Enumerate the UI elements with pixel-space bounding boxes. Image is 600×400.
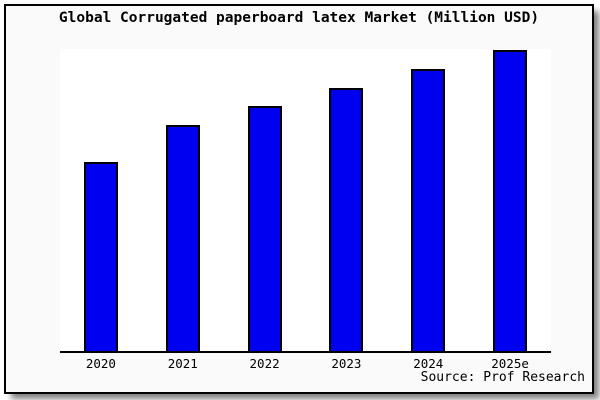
plot-area xyxy=(60,49,551,353)
source-note: Source: Prof Research xyxy=(420,370,585,385)
x-tick-label-2020: 2020 xyxy=(85,356,116,371)
bar-2021 xyxy=(165,125,200,351)
x-tick-label-2021: 2021 xyxy=(167,356,198,371)
bar-2022 xyxy=(247,106,282,351)
x-tick-label-2025e: 2025e xyxy=(491,356,529,371)
bar-2023 xyxy=(329,88,364,351)
chart-title: Global Corrugated paperboard latex Marke… xyxy=(58,10,540,26)
x-axis-labels: 2020 2021 2022 2023 2024 2025e xyxy=(60,356,551,372)
bar-2020 xyxy=(83,162,118,351)
bar-2024 xyxy=(411,69,446,351)
chart-frame: Global Corrugated paperboard latex Marke… xyxy=(4,4,594,394)
x-tick-label-2022: 2022 xyxy=(249,356,280,371)
bar-2025e xyxy=(493,50,528,351)
x-tick-label-2023: 2023 xyxy=(331,356,362,371)
x-tick-label-2024: 2024 xyxy=(413,356,444,371)
